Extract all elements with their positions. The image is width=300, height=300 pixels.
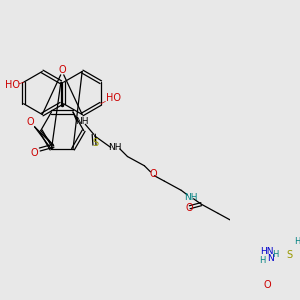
Text: HO: HO xyxy=(5,80,20,89)
Text: H: H xyxy=(294,237,300,246)
Text: H: H xyxy=(259,256,265,265)
Text: NH: NH xyxy=(184,193,198,202)
Text: O: O xyxy=(27,117,34,127)
Text: HN: HN xyxy=(260,247,274,256)
Polygon shape xyxy=(267,241,272,258)
Text: HO: HO xyxy=(106,93,121,103)
Text: O: O xyxy=(264,280,272,290)
Text: H: H xyxy=(272,250,278,260)
Text: O: O xyxy=(149,169,157,179)
Text: NH: NH xyxy=(109,143,122,152)
Text: O: O xyxy=(31,148,38,158)
Text: S: S xyxy=(92,139,98,148)
Text: O: O xyxy=(185,203,193,213)
Text: O: O xyxy=(58,65,66,75)
Text: N: N xyxy=(267,254,274,263)
Text: NH: NH xyxy=(75,118,88,127)
Text: S: S xyxy=(287,250,293,260)
